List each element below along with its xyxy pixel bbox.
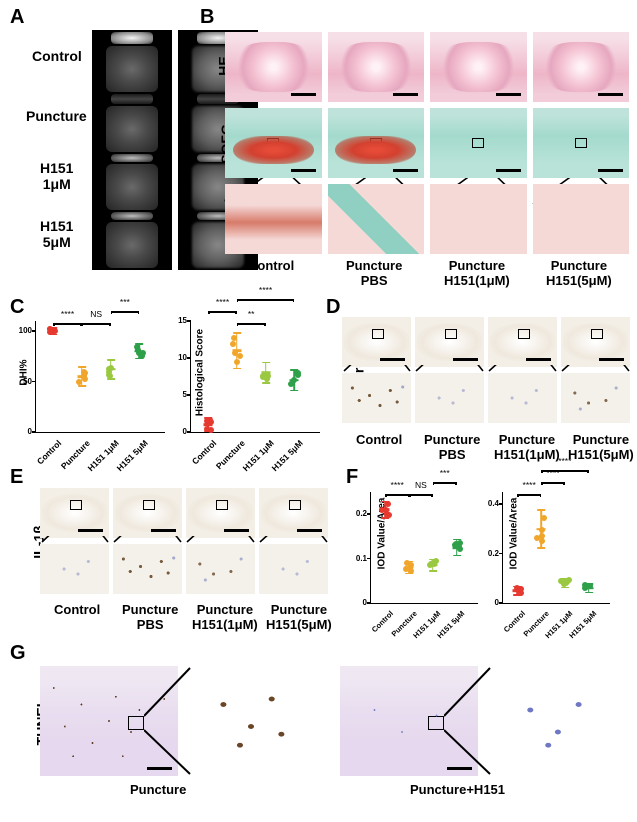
il1b-h151-5 xyxy=(259,488,328,538)
he-puncture xyxy=(328,32,425,102)
boxed-control xyxy=(225,184,322,254)
chart-f-il1b: 00.20.4ControlPunctureH151 1μMH151 5μM**… xyxy=(502,492,610,604)
tunel-h151-low xyxy=(340,666,478,776)
sofg-puncture xyxy=(328,108,425,178)
he-control xyxy=(225,32,322,102)
label-puncture: Puncture xyxy=(26,108,87,124)
il1b-h151-1 xyxy=(186,488,255,538)
panel-d-aggrecan xyxy=(342,317,630,429)
sofg-h151-1 xyxy=(430,108,527,178)
label-h151-5: H151 5μM xyxy=(40,218,73,250)
agg-z-puncture xyxy=(415,373,484,423)
panel-letter-d: D xyxy=(326,296,340,319)
agg-h151-1 xyxy=(488,317,557,367)
il1b-z-puncture xyxy=(113,544,182,594)
agg-z-control xyxy=(342,373,411,423)
colG-puncture: Puncture xyxy=(130,782,186,797)
he-h151-1 xyxy=(430,32,527,102)
mri-sagittal-1 xyxy=(92,30,172,270)
chart-dhi: 050100ControlPunctureH151 1μMH151 5μM***… xyxy=(35,321,165,433)
panel-letter-e: E xyxy=(10,466,23,489)
panel-g-tunel xyxy=(40,666,620,796)
sofg-control xyxy=(225,108,322,178)
panel-letter-g: G xyxy=(10,642,26,665)
colD-puncture: Puncture PBS xyxy=(424,432,480,462)
agg-z-h151-5 xyxy=(561,373,630,423)
agg-z-h151-1 xyxy=(488,373,557,423)
panel-c-charts: DHI% Histological Score 050100ControlPun… xyxy=(35,317,325,457)
agg-puncture xyxy=(415,317,484,367)
tunel-h151 xyxy=(340,666,620,776)
colE-h151-1: Puncture H151(1μM) xyxy=(192,602,258,632)
row-boxed xyxy=(225,184,629,254)
agg-control xyxy=(342,317,411,367)
colD-control: Control xyxy=(356,432,402,447)
he-h151-5 xyxy=(533,32,630,102)
il1b-z-h151-5 xyxy=(259,544,328,594)
panel-b-histology xyxy=(225,32,629,272)
colB-control: Control xyxy=(248,258,294,273)
colB-h151-5: Puncture H151(5μM) xyxy=(546,258,612,288)
colG-h151: Puncture+H151 xyxy=(410,782,505,797)
tunel-puncture-zoom xyxy=(182,666,320,776)
chart-f-aggrecan: 00.10.2ControlPunctureH151 1μMH151 5μM**… xyxy=(370,492,478,604)
sofg-h151-5 xyxy=(533,108,630,178)
colE-puncture: Puncture PBS xyxy=(122,602,178,632)
il1b-z-h151-1 xyxy=(186,544,255,594)
agg-h151-5 xyxy=(561,317,630,367)
tunel-puncture xyxy=(40,666,320,776)
panel-letter-b: B xyxy=(200,6,214,29)
boxed-h151-1 xyxy=(430,184,527,254)
colE-control: Control xyxy=(54,602,100,617)
panel-letter-c: C xyxy=(10,296,24,319)
label-control: Control xyxy=(32,48,82,64)
tunel-puncture-low xyxy=(40,666,178,776)
panel-e-il1b xyxy=(40,488,328,600)
colE-h151-5: Puncture H151(5μM) xyxy=(266,602,332,632)
tunel-h151-zoom xyxy=(482,666,620,776)
label-h151-1: H151 1μM xyxy=(40,160,73,192)
panel-letter-f: F xyxy=(346,466,358,489)
boxed-h151-5 xyxy=(533,184,630,254)
boxed-puncture xyxy=(328,184,425,254)
il1b-puncture xyxy=(113,488,182,538)
il1b-z-control xyxy=(40,544,109,594)
panel-f-charts: IOD Value/Area IOD Value/Area 00.10.2Con… xyxy=(370,488,620,628)
il1b-control xyxy=(40,488,109,538)
chart-hist: 051015ControlPunctureH151 1μMH151 5μM***… xyxy=(190,321,320,433)
colB-puncture: Puncture PBS xyxy=(346,258,402,288)
row-sofg xyxy=(225,108,629,178)
panel-letter-a: A xyxy=(10,6,24,29)
row-he xyxy=(225,32,629,102)
colB-h151-1: Puncture H151(1μM) xyxy=(444,258,510,288)
